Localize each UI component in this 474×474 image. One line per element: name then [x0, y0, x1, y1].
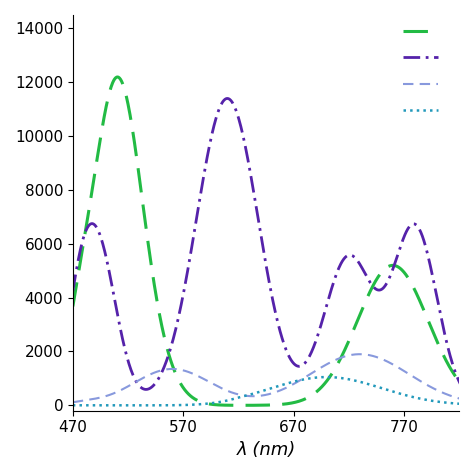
X-axis label: λ (nm): λ (nm): [237, 441, 296, 459]
Legend: , , , : , , ,: [401, 22, 452, 121]
